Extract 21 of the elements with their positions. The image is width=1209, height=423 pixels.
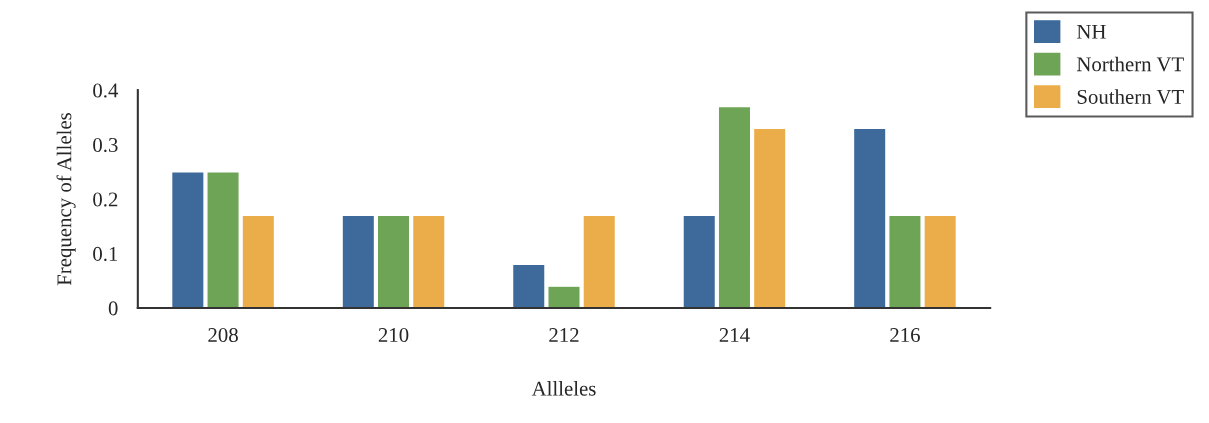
bar bbox=[717, 105, 752, 308]
legend-label: Southern VT bbox=[1077, 89, 1184, 105]
x-tick-label: 212 bbox=[549, 328, 579, 342]
x-tick-label: 208 bbox=[208, 327, 238, 343]
x-tick-label: 216 bbox=[890, 328, 920, 343]
y-tick-label: 0 bbox=[108, 301, 118, 316]
legend-label: NH bbox=[1076, 24, 1106, 39]
y-tick-label: 0.3 bbox=[93, 137, 118, 153]
x-axis-title: Allleles bbox=[531, 381, 596, 396]
bar bbox=[752, 127, 787, 308]
bar bbox=[341, 214, 376, 308]
x-tick-label: 210 bbox=[378, 327, 409, 343]
bar bbox=[376, 214, 411, 308]
bar bbox=[682, 214, 717, 308]
legend-label: Northern VT bbox=[1076, 56, 1184, 72]
y-tick-label: 0.2 bbox=[93, 192, 118, 207]
x-tick-label: 214 bbox=[719, 328, 750, 342]
y-tick-label: 0.1 bbox=[93, 246, 118, 262]
y-axis-title: Frequency of Alleles bbox=[56, 112, 76, 286]
y-tick-label: 0.4 bbox=[93, 83, 119, 98]
bar bbox=[411, 214, 446, 308]
